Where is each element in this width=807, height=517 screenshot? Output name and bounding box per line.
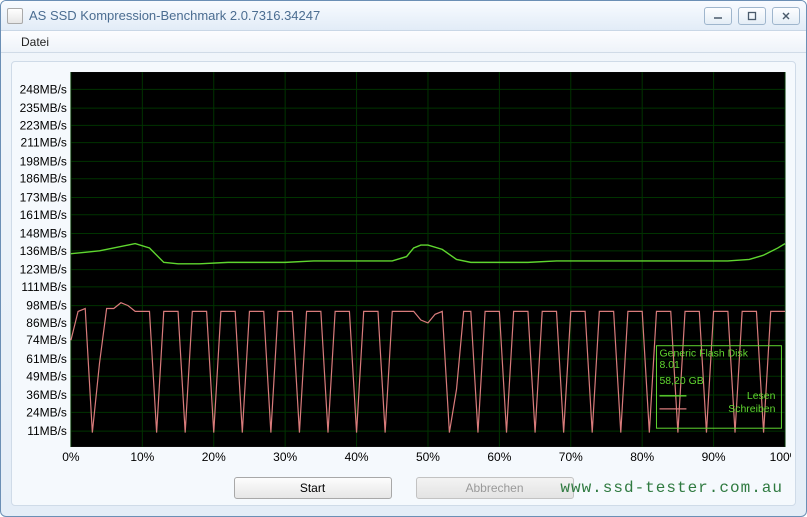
svg-text:90%: 90% xyxy=(702,450,726,464)
svg-text:223MB/s: 223MB/s xyxy=(20,118,67,132)
svg-text:161MB/s: 161MB/s xyxy=(20,208,67,222)
svg-text:50%: 50% xyxy=(416,450,440,464)
svg-text:58,20 GB: 58,20 GB xyxy=(659,375,703,387)
svg-text:30%: 30% xyxy=(273,450,297,464)
maximize-button[interactable] xyxy=(738,7,766,25)
svg-text:123MB/s: 123MB/s xyxy=(20,263,67,277)
window-controls xyxy=(704,7,800,25)
svg-text:36MB/s: 36MB/s xyxy=(26,388,67,402)
chart-area: 11MB/s 24MB/s 36MB/s 49MB/s 61MB/s 74MB/s 86MB… xyxy=(16,66,791,467)
svg-text:11MB/s: 11MB/s xyxy=(27,424,67,438)
svg-text:111MB/s: 111MB/s xyxy=(21,280,66,294)
svg-text:40%: 40% xyxy=(345,450,369,464)
svg-text:211MB/s: 211MB/s xyxy=(21,136,67,150)
app-window: AS SSD Kompression-Benchmark 2.0.7316.34… xyxy=(0,0,807,517)
menu-file[interactable]: Datei xyxy=(13,33,57,51)
svg-text:80%: 80% xyxy=(630,450,654,464)
close-button[interactable] xyxy=(772,7,800,25)
svg-text:98MB/s: 98MB/s xyxy=(26,299,67,313)
svg-text:86MB/s: 86MB/s xyxy=(26,316,67,330)
svg-text:60%: 60% xyxy=(487,450,511,464)
app-icon xyxy=(7,8,23,24)
svg-text:20%: 20% xyxy=(202,450,226,464)
minimize-button[interactable] xyxy=(704,7,732,25)
svg-text:24MB/s: 24MB/s xyxy=(26,405,67,419)
svg-text:100%: 100% xyxy=(770,450,791,464)
start-button[interactable]: Start xyxy=(234,477,392,499)
svg-text:Lesen: Lesen xyxy=(747,390,776,402)
svg-text:49MB/s: 49MB/s xyxy=(26,369,67,383)
svg-text:0%: 0% xyxy=(62,450,80,464)
svg-text:186MB/s: 186MB/s xyxy=(20,172,67,186)
svg-text:148MB/s: 148MB/s xyxy=(20,227,67,241)
svg-text:Schreiben: Schreiben xyxy=(728,403,775,415)
svg-text:198MB/s: 198MB/s xyxy=(20,154,67,168)
benchmark-chart: 11MB/s 24MB/s 36MB/s 49MB/s 61MB/s 74MB/s 86MB… xyxy=(16,66,791,467)
svg-text:235MB/s: 235MB/s xyxy=(20,101,67,115)
svg-text:61MB/s: 61MB/s xyxy=(26,352,67,366)
svg-text:70%: 70% xyxy=(559,450,583,464)
button-row: Start Abbrechen xyxy=(12,471,795,505)
titlebar: AS SSD Kompression-Benchmark 2.0.7316.34… xyxy=(1,1,806,31)
svg-text:74MB/s: 74MB/s xyxy=(26,333,67,347)
svg-text:8.01: 8.01 xyxy=(659,359,680,371)
svg-text:136MB/s: 136MB/s xyxy=(20,244,67,258)
menubar: Datei xyxy=(1,31,806,53)
cancel-button: Abbrechen xyxy=(416,477,574,499)
content-panel: 11MB/s 24MB/s 36MB/s 49MB/s 61MB/s 74MB/s 86MB… xyxy=(11,61,796,506)
window-title: AS SSD Kompression-Benchmark 2.0.7316.34… xyxy=(29,8,704,23)
svg-text:248MB/s: 248MB/s xyxy=(20,82,67,96)
svg-text:173MB/s: 173MB/s xyxy=(20,190,67,204)
svg-text:10%: 10% xyxy=(130,450,154,464)
